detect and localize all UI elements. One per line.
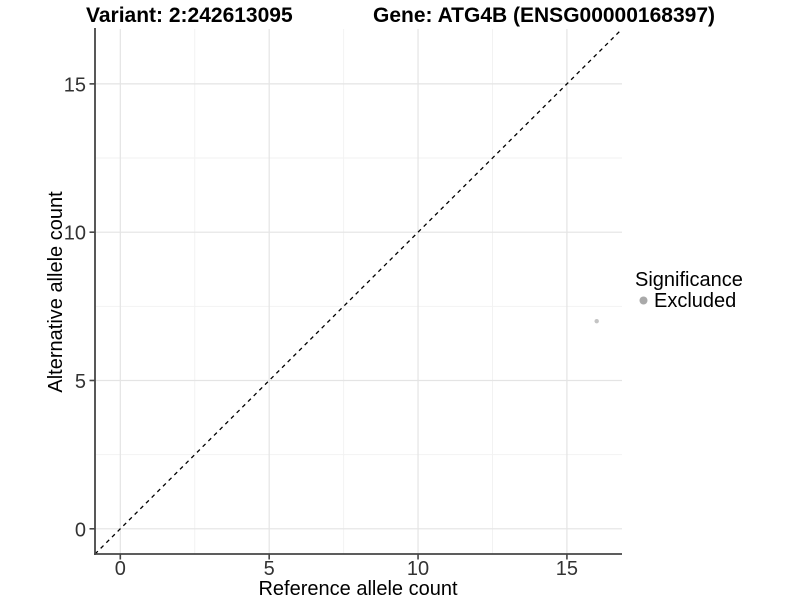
- x-tick-label: 0: [115, 558, 126, 580]
- gridlines-minor: [95, 29, 622, 554]
- legend-item-label: Excluded: [654, 290, 736, 312]
- legend-title: Significance: [635, 269, 743, 291]
- plot-title-variant: Variant: 2:242613095: [86, 4, 293, 27]
- y-tick-label: 10: [64, 223, 86, 245]
- identity-line: [94, 28, 623, 555]
- axis-lines-and-ticks: [89, 28, 622, 560]
- y-tick-label: 5: [75, 371, 86, 393]
- y-axis-title: Alternative allele count: [45, 191, 67, 393]
- x-axis-title: Reference allele count: [258, 578, 457, 600]
- y-tick-label: 15: [64, 74, 86, 96]
- plot-title-gene: Gene: ATG4B (ENSG00000168397): [373, 4, 715, 27]
- identity-dashed-line: [94, 28, 623, 555]
- data-point: [594, 318, 599, 324]
- legend-point-icon: [639, 296, 648, 305]
- x-tick-label: 15: [556, 558, 578, 580]
- y-tick-label: 0: [75, 519, 86, 541]
- gridlines-major: [95, 29, 622, 554]
- legend: Significance Excluded: [635, 269, 743, 312]
- data-points: [594, 318, 599, 324]
- tick-labels: 0 5 10 15 0 5 10 15: [64, 74, 578, 580]
- x-tick-label: 5: [264, 558, 275, 580]
- x-tick-label: 10: [407, 558, 429, 580]
